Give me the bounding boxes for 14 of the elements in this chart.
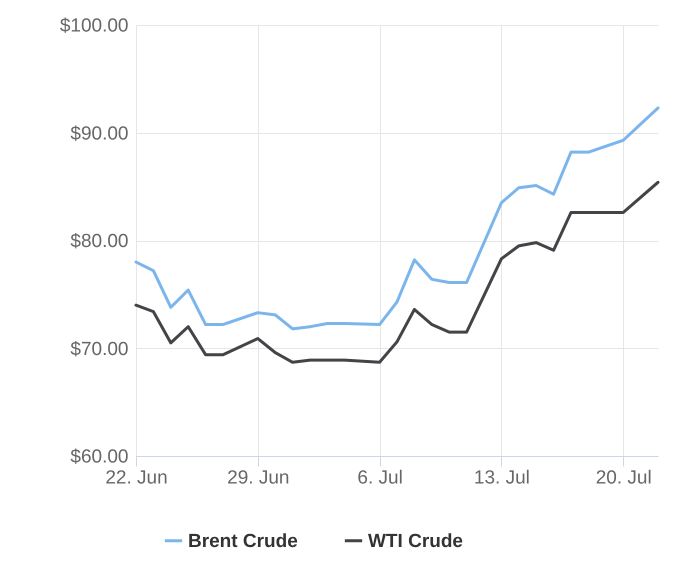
legend-label: WTI Crude [368,530,463,552]
legend-label: Brent Crude [188,530,298,552]
y-tick-label: $100.00 [60,16,128,36]
y-tick-label: $70.00 [70,338,128,360]
x-tick-label: 20. Jul [596,468,652,488]
line-series [134,106,660,330]
x-tick-label: 6. Jul [357,468,403,488]
x-tick-label: 13. Jul [474,468,530,488]
y-tick-label: $80.00 [70,231,128,252]
y-tick-label: $60.00 [70,446,128,468]
line-series [134,180,660,364]
x-tick-label: 29. Jun [227,468,290,488]
y-tick-label: $90.00 [70,123,128,144]
x-tick-label: 22. Jun [105,468,168,488]
